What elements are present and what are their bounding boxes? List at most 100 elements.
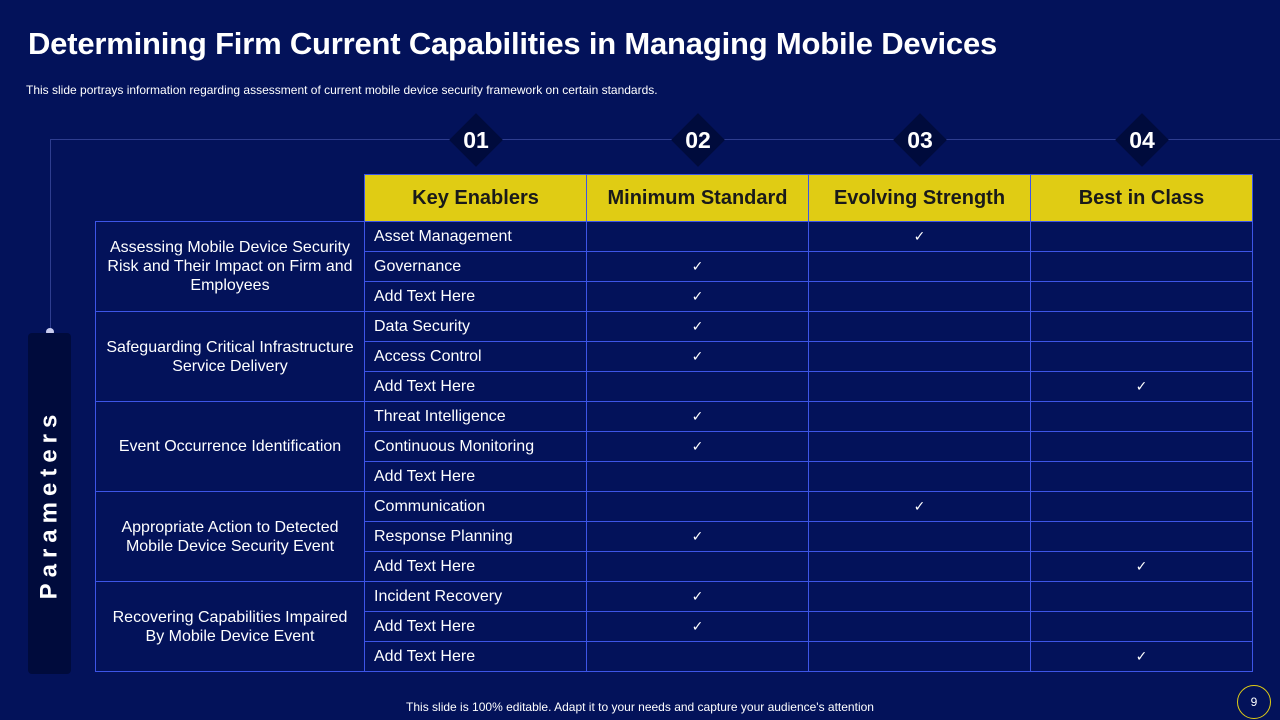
enabler-cell: Governance xyxy=(364,251,587,282)
empty-cell xyxy=(586,371,809,402)
table-header-row: Key Enablers Minimum Standard Evolving S… xyxy=(96,174,1253,222)
badge-number: 01 xyxy=(463,126,489,153)
check-mark-icon: ✓ xyxy=(586,401,809,432)
empty-cell xyxy=(808,281,1031,312)
enabler-cell: Incident Recovery xyxy=(364,581,587,612)
check-mark-icon: ✓ xyxy=(1030,371,1253,402)
empty-cell xyxy=(1030,461,1253,492)
badge-01: 01 xyxy=(448,112,504,168)
connector-line-left xyxy=(50,139,51,331)
empty-cell xyxy=(1030,281,1253,312)
check-mark-icon: ✓ xyxy=(808,221,1031,252)
connector-line-top xyxy=(50,139,1280,140)
table-row: Safeguarding Critical Infrastructure Ser… xyxy=(95,311,1253,402)
slide-subtitle: This slide portrays information regardin… xyxy=(26,83,658,97)
parameters-label: Parameters xyxy=(35,408,63,599)
header-spacer xyxy=(96,175,365,222)
parameter-cell: Event Occurrence Identification xyxy=(95,401,365,492)
empty-cell xyxy=(1030,491,1253,522)
empty-cell xyxy=(808,401,1031,432)
badge-number: 02 xyxy=(685,126,711,153)
enabler-cell: Add Text Here xyxy=(364,371,587,402)
parameter-cell: Assessing Mobile Device Security Risk an… xyxy=(95,221,365,312)
empty-cell xyxy=(808,371,1031,402)
empty-cell xyxy=(1030,581,1253,612)
check-mark-icon: ✓ xyxy=(586,581,809,612)
table-row: Add Text Here ✓ xyxy=(96,641,1253,672)
empty-cell xyxy=(1030,311,1253,342)
enabler-cell: Threat Intelligence xyxy=(364,401,587,432)
table-row: Appropriate Action to Detected Mobile De… xyxy=(95,491,1253,582)
empty-cell xyxy=(808,581,1031,612)
footer-text: This slide is 100% editable. Adapt it to… xyxy=(406,700,874,714)
parameter-cell: Recovering Capabilities Impaired By Mobi… xyxy=(95,581,365,672)
check-mark-icon: ✓ xyxy=(586,251,809,282)
slide-title: Determining Firm Current Capabilities in… xyxy=(28,26,998,61)
empty-cell xyxy=(586,491,809,522)
empty-cell xyxy=(808,311,1031,342)
enabler-cell: Data Security xyxy=(364,311,587,342)
table-row: Governance ✓ xyxy=(96,251,1253,282)
empty-cell xyxy=(586,461,809,492)
enabler-cell: Add Text Here xyxy=(364,461,587,492)
check-mark-icon: ✓ xyxy=(586,611,809,642)
empty-cell xyxy=(808,641,1031,672)
table-row: Add Text Here xyxy=(96,461,1253,492)
empty-cell xyxy=(808,551,1031,582)
parameter-cell: Safeguarding Critical Infrastructure Ser… xyxy=(95,311,365,402)
enabler-cell: Continuous Monitoring xyxy=(364,431,587,462)
table-row: Response Planning ✓ xyxy=(96,521,1253,552)
badge-number: 04 xyxy=(1129,126,1155,153)
enabler-cell: Asset Management xyxy=(364,221,587,252)
enabler-cell: Communication xyxy=(364,491,587,522)
empty-cell xyxy=(1030,401,1253,432)
parameter-cell: Appropriate Action to Detected Mobile De… xyxy=(95,491,365,582)
capabilities-table: Key Enablers Minimum Standard Evolving S… xyxy=(95,174,1253,672)
enabler-cell: Add Text Here xyxy=(364,281,587,312)
header-minimum-standard: Minimum Standard xyxy=(586,174,809,222)
parameters-sidebar: Parameters xyxy=(28,333,71,674)
badge-04: 04 xyxy=(1114,112,1170,168)
empty-cell xyxy=(808,251,1031,282)
enabler-cell: Add Text Here xyxy=(364,551,587,582)
empty-cell xyxy=(1030,341,1253,372)
badge-02: 02 xyxy=(670,112,726,168)
footer-note: This slide is 100% editable. Adapt it to… xyxy=(0,700,1280,714)
enabler-cell: Add Text Here xyxy=(364,611,587,642)
empty-cell xyxy=(808,521,1031,552)
table-row: Event Occurrence Identification Threat In… xyxy=(95,401,1253,492)
empty-cell xyxy=(1030,431,1253,462)
empty-cell xyxy=(586,221,809,252)
check-mark-icon: ✓ xyxy=(808,491,1031,522)
check-mark-icon: ✓ xyxy=(586,281,809,312)
empty-cell xyxy=(808,611,1031,642)
empty-cell xyxy=(586,641,809,672)
table-body: Assessing Mobile Device Security Risk an… xyxy=(95,221,1253,672)
table-row: Recovering Capabilities Impaired By Mobi… xyxy=(95,581,1253,672)
empty-cell xyxy=(1030,611,1253,642)
table-row: Add Text Here ✓ xyxy=(96,281,1253,312)
empty-cell xyxy=(1030,521,1253,552)
badge-number: 03 xyxy=(907,126,933,153)
header-key-enablers: Key Enablers xyxy=(364,174,587,222)
check-mark-icon: ✓ xyxy=(1030,551,1253,582)
enabler-cell: Access Control xyxy=(364,341,587,372)
enabler-cell: Response Planning xyxy=(364,521,587,552)
empty-cell xyxy=(808,341,1031,372)
empty-cell xyxy=(808,431,1031,462)
header-best-in-class: Best in Class xyxy=(1030,174,1253,222)
check-mark-icon: ✓ xyxy=(586,431,809,462)
badge-03: 03 xyxy=(892,112,948,168)
empty-cell xyxy=(808,461,1031,492)
check-mark-icon: ✓ xyxy=(586,311,809,342)
header-evolving-strength: Evolving Strength xyxy=(808,174,1031,222)
check-mark-icon: ✓ xyxy=(586,521,809,552)
empty-cell xyxy=(1030,251,1253,282)
check-mark-icon: ✓ xyxy=(1030,641,1253,672)
enabler-cell: Add Text Here xyxy=(364,641,587,672)
empty-cell xyxy=(586,551,809,582)
connector-dot xyxy=(46,328,54,336)
page-number: 9 xyxy=(1237,685,1271,719)
check-mark-icon: ✓ xyxy=(586,341,809,372)
table-row: Continuous Monitoring ✓ xyxy=(96,431,1253,462)
